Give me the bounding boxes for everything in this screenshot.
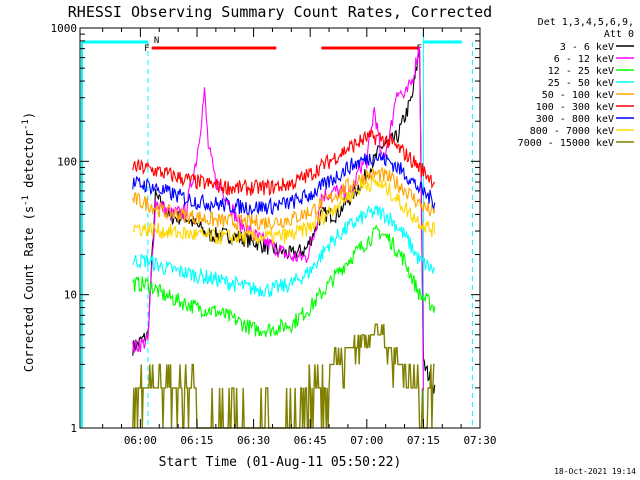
- y-tick-label-3: 100: [57, 155, 77, 168]
- legend-label-6: 100 - 300 keV: [536, 102, 614, 113]
- y-tick-label-2: 10: [64, 289, 77, 302]
- series-line-4: [132, 205, 436, 299]
- legend-label-1: 3 - 6 keV: [560, 42, 614, 53]
- x-axis-label: Start Time (01-Aug-11 05:50:22): [159, 455, 402, 470]
- legend-header-line-1: Det 1,3,4,5,6,9,: [538, 17, 634, 28]
- legend-label-2: 6 - 12 keV: [554, 54, 614, 65]
- legend-label-5: 50 - 100 keV: [542, 90, 614, 101]
- flag-label-f: F: [144, 44, 149, 54]
- y-label-mid: detector: [22, 130, 36, 195]
- series-line-8: [132, 176, 436, 245]
- flag-label-n: N: [154, 36, 159, 46]
- series-line-6: [132, 128, 436, 197]
- x-tick-label-5: 07:00: [350, 434, 383, 447]
- y-tick-label-4: 1000: [51, 22, 78, 35]
- legend-label-8: 800 - 7000 keV: [530, 126, 614, 137]
- plot-frame-fill: [80, 28, 480, 428]
- y-label-sup-1: -1: [21, 195, 31, 206]
- x-tick-label-1: 06:00: [124, 434, 157, 447]
- x-tick-label-4: 06:45: [294, 434, 327, 447]
- legend-header: Det 1,3,4,5,6,9,Att 0: [538, 17, 634, 40]
- chart-title: RHESSI Observing Summary Count Rates, Co…: [68, 3, 492, 21]
- plot-area: [80, 28, 480, 428]
- series-line-3: [132, 224, 436, 338]
- series-group: [132, 46, 436, 429]
- x-tick-label-7: 07:30: [463, 434, 496, 447]
- y-axis-label: Corrected Count Rate (s-1 detector-1): [21, 112, 36, 372]
- legend-label-4: 25 - 50 keV: [548, 78, 614, 89]
- x-tick-label-2: 06:15: [180, 434, 213, 447]
- series-line-7: [132, 151, 436, 216]
- axes-frame: [79, 27, 481, 429]
- y-tick-label-1: 1: [70, 422, 77, 435]
- axes: 06:00 06:15 06:30 06:45 07:00 07:15 07:30 1 10 10…: [51, 22, 497, 447]
- flag-markers: NF F: [81, 28, 473, 428]
- x-tick-label-3: 06:30: [237, 434, 270, 447]
- timestamp-label: 18-Oct-2021 19:14: [554, 467, 636, 476]
- legend-label-3: 12 - 25 keV: [548, 66, 614, 77]
- legend-label-9: 7000 - 15000 keV: [518, 138, 614, 149]
- x-tick-label-6: 07:15: [407, 434, 440, 447]
- y-label-end: ): [22, 112, 36, 119]
- legend-label-7: 300 - 800 keV: [536, 114, 614, 125]
- series-line-5: [132, 165, 436, 232]
- y-label-main: Corrected Count Rate (s: [22, 206, 36, 372]
- legend-header-line-2: Att 0: [604, 29, 634, 40]
- y-label-sup-2: -1: [21, 119, 31, 130]
